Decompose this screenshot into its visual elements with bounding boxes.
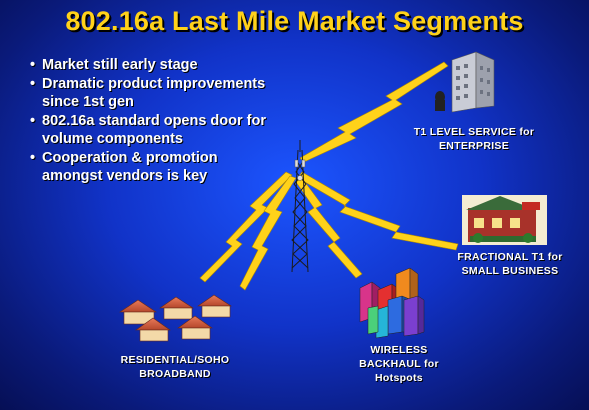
bullet-text: Cooperation & promotion bbox=[42, 149, 218, 166]
enterprise-label-line2: ENTERPRISE bbox=[438, 140, 510, 152]
residential-label-line1: RESIDENTIAL/SOHO bbox=[120, 354, 230, 366]
bullet-item: 802.16a standard opens door for bbox=[30, 112, 320, 131]
enterprise-label: T1 LEVEL SERVICE for ENTERPRISE bbox=[394, 125, 554, 153]
residential-label-line2: BROADBAND bbox=[139, 368, 211, 380]
house-icon bbox=[159, 296, 195, 320]
bullet-text: Dramatic product improvements bbox=[42, 75, 266, 92]
backhaul-label-line3: Hotspots bbox=[375, 372, 423, 384]
bullet-continuation: volume components bbox=[30, 130, 320, 149]
slide-title: 802.16a Last Mile Market Segments bbox=[65, 6, 524, 36]
bullet-continuation: amongst vendors is key bbox=[30, 167, 320, 186]
bullet-text: volume components bbox=[42, 131, 183, 147]
office-building-icon bbox=[435, 51, 495, 113]
lightning-bolt-icon bbox=[295, 177, 363, 279]
city-skyline-icon bbox=[359, 267, 425, 339]
enterprise-label-line1: T1 LEVEL SERVICE for bbox=[413, 126, 535, 138]
backhaul-label-line1: WIRELESS bbox=[370, 344, 428, 356]
bullet-item: Cooperation & promotion bbox=[30, 149, 320, 168]
bullet-text: Market still early stage bbox=[42, 57, 198, 73]
small-business-label-line1: FRACTIONAL T1 for bbox=[457, 251, 563, 263]
lightning-bolt-icon bbox=[299, 61, 449, 163]
lightning-bolt-icon bbox=[297, 171, 459, 251]
lightning-bolt-icon bbox=[239, 175, 297, 291]
bullet-item: Dramatic product improvements bbox=[30, 75, 320, 94]
small-business-label-line2: SMALL BUSINESS bbox=[461, 265, 559, 277]
bullet-text: since 1st gen bbox=[42, 94, 134, 110]
house-icon bbox=[119, 299, 157, 325]
bullet-text: 802.16a standard opens door for bbox=[42, 112, 267, 129]
bullet-continuation: since 1st gen bbox=[30, 93, 320, 112]
bullet-text: amongst vendors is key bbox=[42, 168, 208, 184]
small-business-label: FRACTIONAL T1 for SMALL BUSINESS bbox=[440, 250, 580, 278]
house-icon bbox=[177, 315, 213, 340]
lightning-bolt-icon bbox=[199, 171, 293, 283]
house-icon bbox=[135, 317, 171, 342]
residential-label: RESIDENTIAL/SOHO BROADBAND bbox=[100, 353, 250, 381]
house-icon bbox=[197, 294, 233, 318]
shop-icon bbox=[462, 195, 547, 245]
bullet-item: Market still early stage bbox=[30, 56, 320, 75]
backhaul-label: WIRELESS BACKHAUL for Hotspots bbox=[344, 343, 454, 385]
bullet-list: Market still early stage Dramatic produc… bbox=[30, 56, 320, 186]
backhaul-label-line2: BACKHAUL for bbox=[359, 358, 439, 370]
